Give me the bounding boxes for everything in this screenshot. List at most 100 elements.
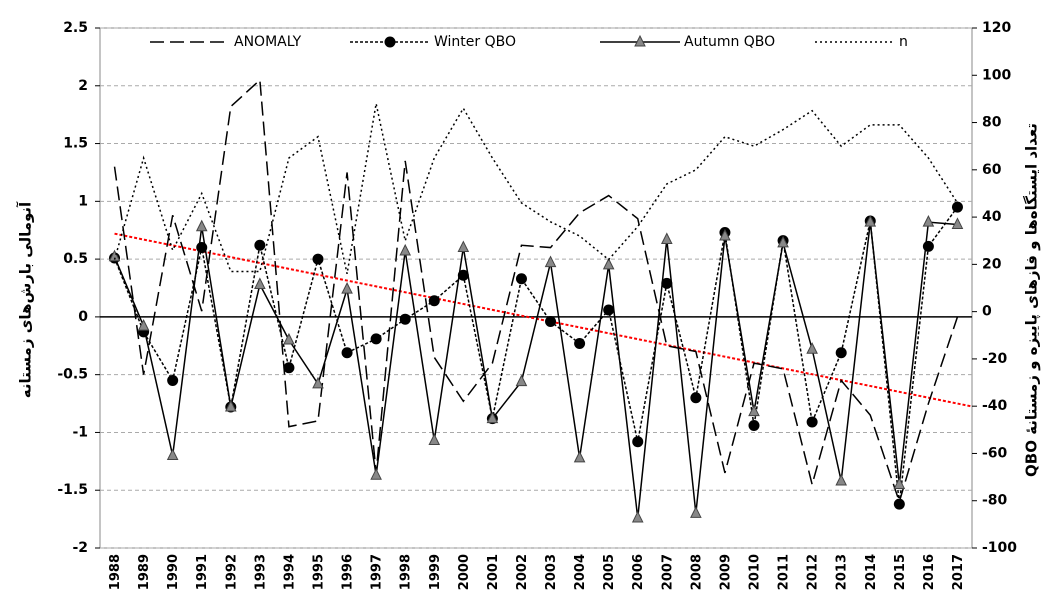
legend-label: n <box>899 34 908 50</box>
y2-axis-label: تعداد ایستگاه‌ها و فازهای پاییزه و زمستا… <box>1023 123 1042 477</box>
series-line <box>113 221 958 519</box>
point <box>661 277 673 289</box>
point <box>283 362 295 374</box>
point <box>748 420 760 432</box>
y-tick-label: 1 <box>78 193 88 209</box>
y2-tick-label: 80 <box>982 115 1002 131</box>
y-tick-label: -0.5 <box>57 367 88 383</box>
point <box>312 376 324 389</box>
point <box>312 253 324 265</box>
x-tick-label: 2007 <box>660 554 675 590</box>
x-tick-label: 1995 <box>312 554 327 590</box>
point <box>748 404 760 417</box>
x-tick-label: 2015 <box>893 554 908 590</box>
y-tick-label: -2 <box>72 540 88 556</box>
x-tick-label: 1996 <box>341 554 356 590</box>
y2-tick-label: 0 <box>982 304 992 320</box>
point <box>341 282 353 294</box>
point <box>573 450 586 463</box>
legend-box <box>140 31 930 53</box>
point <box>283 332 295 345</box>
y2-tick-label: 100 <box>982 67 1011 83</box>
point <box>428 433 441 446</box>
y2-tick-label: -100 <box>982 540 1017 556</box>
point <box>370 468 382 480</box>
point <box>341 347 353 359</box>
x-tick-label: 2009 <box>718 554 733 590</box>
y2-tick-label: -40 <box>982 398 1008 414</box>
x-tick-label: 2001 <box>486 554 501 590</box>
y-tick-label: 0 <box>78 309 88 325</box>
x-tick-label: 1999 <box>428 554 443 590</box>
x-tick-label: 2005 <box>602 554 617 590</box>
point <box>545 316 557 328</box>
point <box>719 228 731 241</box>
point <box>602 257 615 270</box>
point <box>428 295 440 307</box>
x-tick-label: 2003 <box>544 554 559 590</box>
point <box>167 374 179 386</box>
point <box>254 277 266 290</box>
x-tick-label: 2016 <box>922 554 937 590</box>
x-tick-label: 2014 <box>864 554 879 590</box>
point <box>835 347 847 359</box>
y2-tick-label: -60 <box>982 445 1008 461</box>
x-tick-label: 2010 <box>748 554 763 590</box>
x-tick-label: 1992 <box>224 554 239 590</box>
plot-area <box>99 27 973 549</box>
point <box>515 374 528 387</box>
x-tick-label: 2002 <box>515 554 530 590</box>
x-tick-label: 2011 <box>777 554 792 590</box>
point <box>893 477 906 489</box>
point <box>690 392 702 404</box>
legend-label: Winter QBO <box>434 34 516 50</box>
y2-tick-label: -80 <box>982 493 1008 509</box>
y2-tick-label: 40 <box>982 209 1002 225</box>
y2-tick-label: 120 <box>982 20 1011 36</box>
series-line <box>113 78 959 505</box>
series-line <box>113 206 959 505</box>
point <box>864 215 877 227</box>
legend-marker <box>634 34 646 47</box>
point <box>806 342 818 354</box>
point <box>399 313 411 325</box>
point <box>457 240 470 253</box>
x-tick-label: 2017 <box>951 554 966 590</box>
x-tick-label: 2013 <box>835 554 850 590</box>
x-tick-label: 2012 <box>806 554 821 590</box>
point <box>951 217 964 229</box>
y-tick-label: -1.5 <box>57 482 88 498</box>
point <box>195 219 208 232</box>
point <box>486 411 499 424</box>
y-tick-label: -1 <box>72 424 88 440</box>
point <box>631 510 644 523</box>
point <box>457 269 469 281</box>
point <box>166 448 179 461</box>
point <box>137 319 150 331</box>
point <box>515 273 527 285</box>
x-tick-label: 1991 <box>195 554 210 590</box>
y-axis-label: آنومالی بارش‌های زمستانه <box>17 201 35 398</box>
point <box>806 416 818 428</box>
x-tick-label: 1994 <box>282 554 297 590</box>
point <box>108 249 121 262</box>
legend-marker <box>384 36 396 48</box>
point <box>660 232 673 244</box>
x-tick-label: 1993 <box>253 554 268 590</box>
y-tick-label: 2.5 <box>63 20 88 36</box>
point <box>777 235 789 248</box>
x-tick-label: 1989 <box>137 554 152 590</box>
point <box>224 399 237 412</box>
x-tick-label: 2006 <box>631 554 646 590</box>
point <box>370 333 382 345</box>
legend-label: ANOMALY <box>234 34 302 50</box>
point <box>603 304 615 316</box>
y2-tick-label: 20 <box>982 256 1002 272</box>
x-tick-label: 1990 <box>166 554 181 590</box>
x-tick-label: 2004 <box>573 554 588 590</box>
legend-label: Autumn QBO <box>684 34 775 50</box>
y2-tick-label: 60 <box>982 162 1002 178</box>
point <box>399 243 412 256</box>
point <box>544 255 557 268</box>
